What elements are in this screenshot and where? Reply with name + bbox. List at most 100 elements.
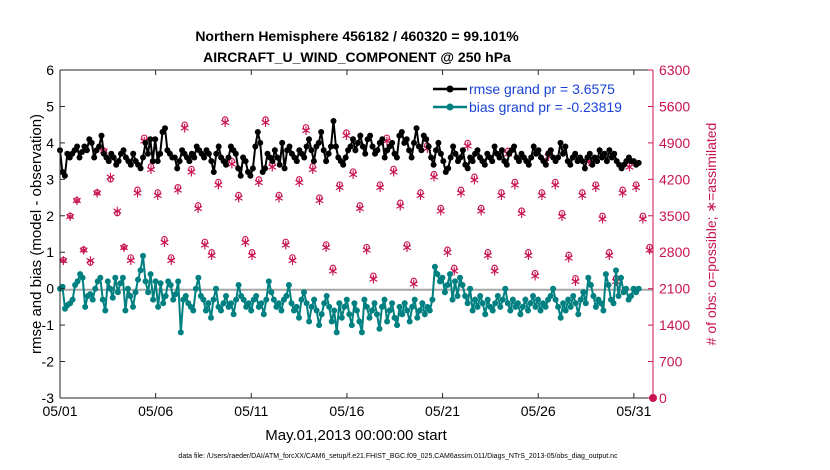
bias-point (210, 296, 217, 303)
bias-point (462, 293, 469, 299)
assimilated-obs-marker: ∗ (212, 178, 224, 194)
assimilated-obs-marker: ∗ (516, 206, 528, 222)
rmse-point (310, 158, 317, 165)
possible-obs-marker (525, 249, 532, 256)
bias-point (316, 322, 323, 329)
assimilated-obs-marker: ∗ (341, 128, 353, 144)
rmse-point (496, 154, 503, 161)
rmse-point (511, 143, 518, 150)
bias-point (369, 307, 375, 314)
rmse-point (581, 165, 588, 172)
rmse-point (235, 165, 242, 172)
assimilated-obs-marker: ∗ (536, 188, 548, 204)
rmse-point (367, 132, 374, 139)
rmse-point (210, 169, 217, 175)
rmse-point (83, 147, 90, 154)
assimilated-obs-marker: ∗ (111, 204, 123, 220)
assimilated-obs-marker: ∗ (179, 120, 191, 136)
bias-point (140, 252, 146, 259)
bias-point (582, 300, 589, 307)
assimilated-obs-marker: ∗ (172, 183, 184, 199)
bias-point (439, 274, 446, 281)
y2-tick-label: 1400 (659, 317, 690, 333)
y2-tick-label: 3500 (659, 208, 690, 224)
y-tick-label: 2 (46, 208, 54, 224)
bias-point (464, 300, 471, 307)
possible-obs-marker (370, 272, 377, 279)
rmse-point (127, 161, 134, 168)
bias-point (306, 318, 313, 325)
possible-obs-marker (201, 238, 209, 246)
rmse-point (447, 154, 454, 161)
bias-point (580, 289, 587, 296)
bias-point (311, 296, 318, 303)
assimilated-obs-marker: ∗ (448, 263, 460, 279)
bias-point (346, 311, 353, 318)
rmse-point (425, 143, 432, 150)
bias-point (411, 296, 418, 303)
rmse-point (459, 147, 466, 154)
rmse-point (76, 154, 83, 161)
possible-obs-marker (242, 236, 249, 243)
assimilated-obs-marker: ∗ (192, 201, 204, 217)
bias-point (296, 314, 302, 321)
assimilated-obs-marker: ∗ (246, 248, 258, 264)
assimilated-obs-marker: ∗ (624, 159, 636, 175)
rmse-point (457, 154, 464, 161)
assimilated-obs-marker: ∗ (327, 263, 339, 279)
y-tick-label: 0 (46, 281, 54, 297)
bias-point (419, 300, 426, 307)
rmse-point (433, 147, 439, 154)
bias-point (119, 274, 126, 281)
bias-point (472, 296, 479, 303)
rmse-point (606, 147, 613, 154)
rmse-point (315, 139, 322, 146)
assimilated-obs-marker: ∗ (408, 276, 420, 292)
possible-obs-marker (464, 139, 471, 147)
possible-obs-marker (80, 246, 87, 253)
assimilated-obs-marker: ∗ (496, 188, 508, 204)
bias-point (426, 307, 433, 314)
rmse-point (262, 165, 269, 172)
rmse-point (357, 132, 364, 139)
bias-point (336, 300, 343, 307)
assimilated-obs-marker: ∗ (105, 170, 117, 186)
rmse-point (464, 165, 471, 172)
rmse-point (579, 158, 586, 165)
rmse-point (406, 147, 413, 154)
bias-point (391, 314, 398, 321)
bias-point (522, 296, 529, 303)
rmse-point (301, 154, 308, 161)
bias-point (155, 303, 162, 310)
x-axis-label: May.01,2013 00:00:00 start (265, 427, 447, 444)
assimilated-obs-marker: ∗ (388, 165, 400, 181)
rmse-point (105, 158, 112, 165)
assimilated-obs-marker: ∗ (314, 193, 326, 209)
rmse-point (320, 147, 327, 154)
bias-point (182, 293, 189, 299)
assimilated-obs-marker: ∗ (442, 245, 454, 261)
bias-point (474, 303, 481, 310)
bias-point (248, 307, 255, 314)
assimilated-obs-marker: ∗ (394, 198, 406, 214)
assimilated-obs-marker: ∗ (637, 211, 649, 227)
assimilated-obs-marker: ∗ (435, 204, 447, 220)
rmse-point (91, 154, 98, 161)
y2-tick-label: 4200 (659, 171, 690, 187)
bias-point (613, 267, 619, 274)
rmse-point (379, 136, 386, 143)
bias-point (328, 318, 335, 325)
bias-point (69, 296, 76, 303)
bias-point (358, 329, 365, 336)
rmse-point (130, 150, 137, 157)
x-tick-label: 05/06 (138, 403, 173, 419)
rmse-point (332, 143, 339, 150)
bias-point (600, 307, 607, 314)
possible-obs-marker (215, 178, 222, 186)
bias-point (444, 282, 451, 288)
rmse-series (57, 118, 642, 179)
rmse-point (186, 158, 193, 165)
bias-point (507, 307, 514, 314)
bias-point (386, 307, 393, 314)
bias-point (421, 311, 428, 318)
